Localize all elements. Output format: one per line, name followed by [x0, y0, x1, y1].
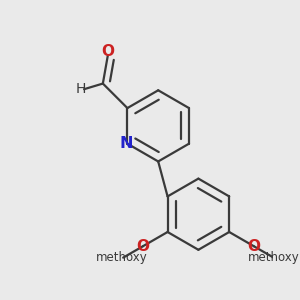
- Text: methoxy: methoxy: [96, 251, 148, 264]
- Text: H: H: [75, 82, 86, 96]
- Text: O: O: [136, 239, 149, 254]
- Text: O: O: [248, 239, 260, 254]
- Text: N: N: [119, 136, 133, 151]
- Text: O: O: [101, 44, 114, 59]
- Text: methoxy: methoxy: [248, 251, 299, 264]
